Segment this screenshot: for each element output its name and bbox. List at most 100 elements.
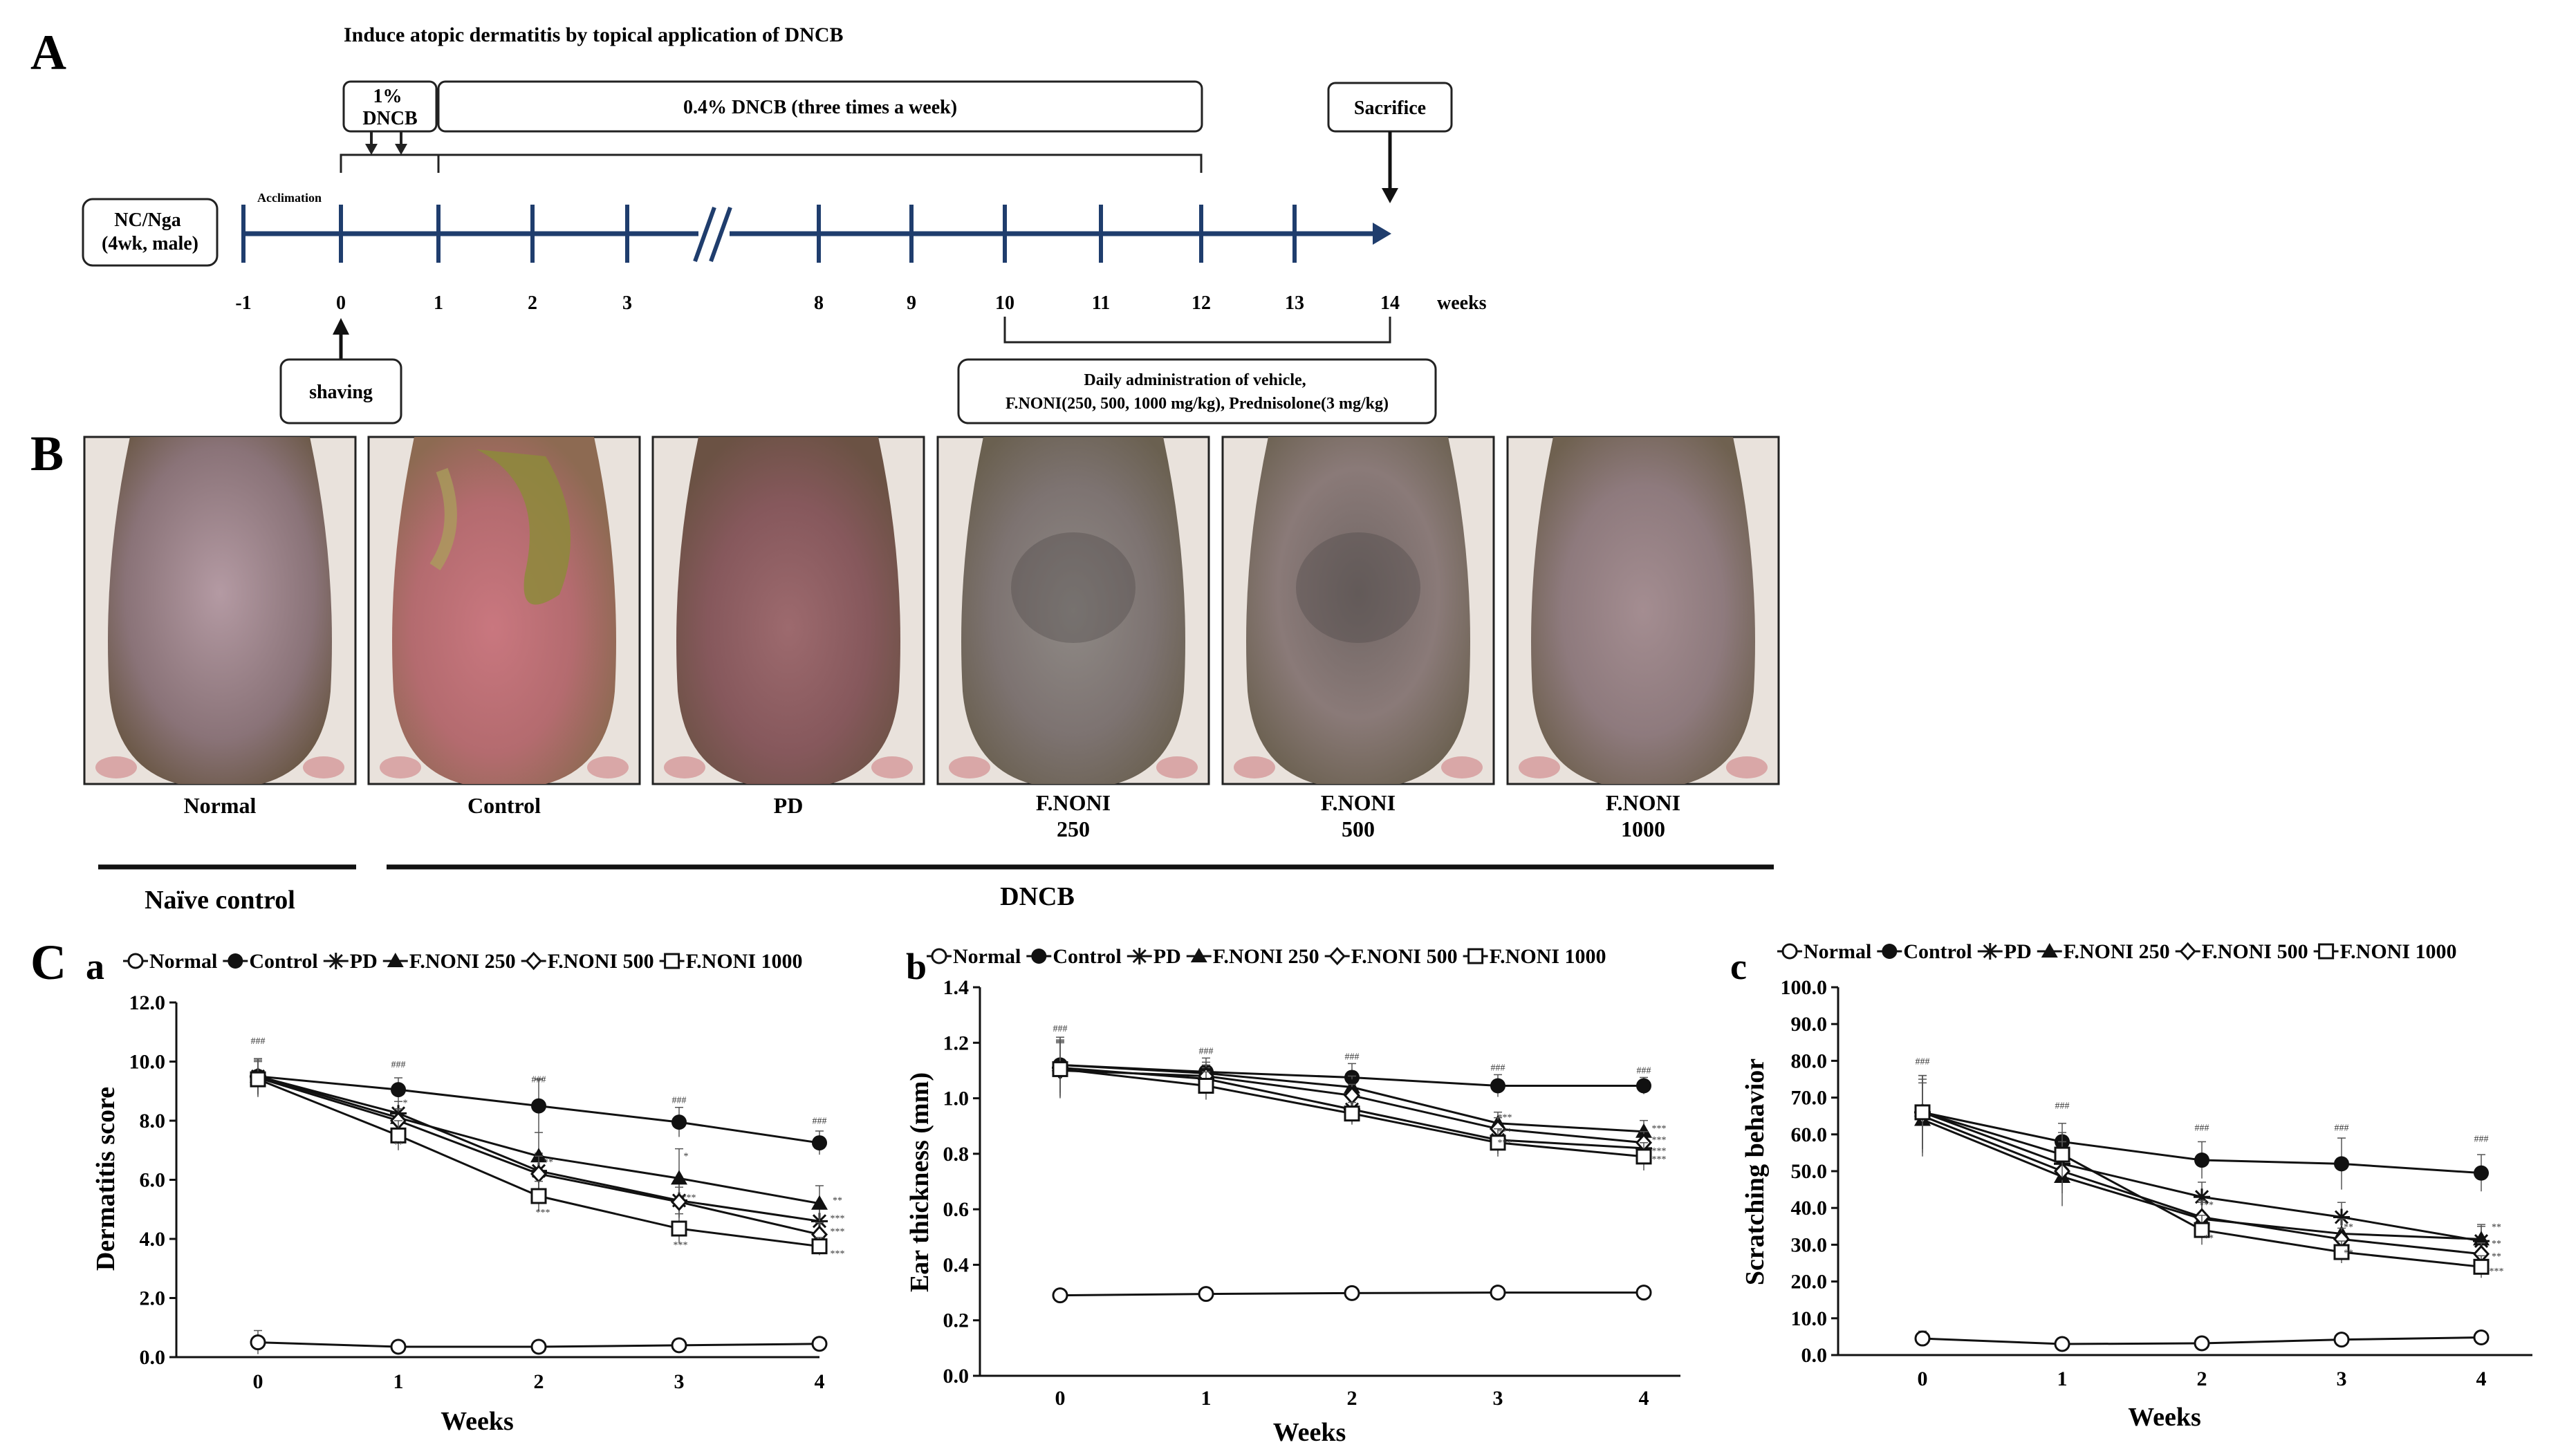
legend-marker-f-noni-1000 (664, 953, 680, 969)
y-tick-label: 1.0 (943, 1088, 970, 1110)
dncb-period-bracket (340, 153, 1203, 173)
point-f-noni-1000-0 (1052, 1061, 1068, 1077)
point-normal-4 (2473, 1329, 2490, 1345)
panel-label-B: B (30, 426, 64, 481)
y-tick-label: 0.4 (943, 1253, 970, 1276)
legend-label-f-noni-1000: F.NONI 1000 (1490, 945, 1606, 968)
x-tick-label: 2 (534, 1370, 544, 1393)
point-f-noni-250-4 (2473, 1231, 2490, 1246)
significance-marker: ### (672, 1095, 687, 1105)
photo-row (83, 436, 1780, 785)
x-tick-label: 3 (2337, 1368, 2347, 1390)
timeline-ticks (241, 205, 1297, 263)
legend-label-normal: Normal (1804, 940, 1871, 963)
timeline-tick-label-3: 3 (622, 292, 632, 314)
panel-label-C: C (30, 935, 66, 990)
significance-marker: *** (2490, 1267, 2504, 1277)
legend-a: Normal Control PD F.NONI 250 F.NONI 500 F.NON… (123, 950, 803, 973)
chart-a: 0.0 2.0 4.0 6.0 8.0 10.0 12.0 0 1 2 3 4 Weeks Dermati… (91, 950, 845, 1436)
photo-label-fnoni-500-line2: 500 (1342, 816, 1375, 841)
box-mouse-line2: (4wk, male) (102, 233, 198, 254)
x-tick-label: 1 (1201, 1387, 1212, 1410)
point-control-3 (2334, 1156, 2349, 1172)
significance-marker: *** (1498, 1127, 1512, 1137)
x-axis-label: Weeks (441, 1407, 514, 1436)
legend-marker-pd (327, 953, 344, 969)
significance-marker: *** (831, 1213, 845, 1224)
point-f-noni-1000-2 (1344, 1105, 1360, 1122)
photo-labels: Normal Control PD F.NONI250F.NONI500F.NONI1… (184, 790, 1681, 841)
box-mouse-line1: NC/Nga (114, 209, 180, 231)
x-tick-label: 3 (1493, 1387, 1503, 1410)
x-tick-label: 0 (253, 1370, 263, 1393)
box-start-line1: 1% (373, 86, 402, 107)
significance-marker: ** (2492, 1252, 2501, 1262)
x-tick-label: 1 (2057, 1368, 2068, 1390)
legend-marker-f-noni-500 (1328, 946, 1346, 966)
significance-marker: ### (2474, 1134, 2489, 1144)
y-tick-label: 8.0 (140, 1110, 166, 1132)
box-admin-line1: Daily administration of vehicle, (1084, 371, 1306, 389)
series-f-noni-1000 (250, 1061, 828, 1256)
x-tick-label: 0 (1055, 1387, 1066, 1410)
photo-pd (651, 436, 925, 785)
legend-marker-normal (127, 953, 144, 969)
photo-label-fnoni-500-line1: F.NONI (1321, 790, 1396, 815)
timeline-tick-label-2: 2 (528, 292, 537, 314)
significance-marker: *** (1652, 1135, 1667, 1146)
significance-marker: ** (2204, 1233, 2214, 1244)
x-tick-label: 4 (2476, 1368, 2487, 1390)
legend-label-f-noni-1000: F.NONI 1000 (2340, 940, 2457, 963)
y-tick-label: 0.0 (1801, 1344, 1828, 1367)
svg-text:Daily administration of vehicl: Daily administration of vehicle, F.NONI(… (1005, 371, 1389, 413)
legend-label-f-noni-250: F.NONI 250 (1213, 945, 1319, 968)
y-tick-label: 4.0 (140, 1228, 166, 1251)
group-label-dncb: DNCB (1000, 882, 1075, 911)
point-normal-0 (250, 1334, 266, 1351)
legend-marker-pd (1131, 948, 1148, 964)
significance-marker: ** (544, 1157, 553, 1168)
point-normal-3 (671, 1337, 687, 1354)
legend-marker-f-noni-250 (1190, 948, 1207, 962)
timeline-tick-label-8: 8 (814, 292, 824, 314)
point-f-noni-1000-0 (250, 1071, 266, 1088)
photo-fnoni-1000 (1506, 436, 1780, 785)
legend-label-f-noni-250: F.NONI 250 (409, 950, 516, 973)
significance-marker: ### (2055, 1101, 2070, 1112)
box-start-line2: DNCB (362, 108, 417, 129)
y-tick-label: 0.6 (943, 1198, 970, 1221)
box-maintain-label: 0.4% DNCB (three times a week) (683, 97, 957, 118)
photo-label-fnoni-1000-line1: F.NONI (1606, 790, 1680, 815)
legend-label-pd: PD (2004, 940, 2032, 963)
significance-marker: ### (2335, 1123, 2349, 1133)
significance-marker: *** (682, 1193, 696, 1203)
series-normal (1052, 1285, 1652, 1304)
box-admin-line2: F.NONI(250, 500, 1000 mg/kg), Prednisolo… (1005, 395, 1389, 413)
y-tick-label: 50.0 (1791, 1160, 1828, 1183)
legend-marker-control (1882, 944, 1898, 959)
legend-marker-f-noni-250 (387, 953, 404, 967)
svg-text:1% DNCB: 1% DNCB (362, 86, 417, 129)
timeline-tick-label-9: 9 (907, 292, 916, 314)
timeline-tick-label-13: 13 (1285, 292, 1304, 314)
point-f-noni-1000-2 (530, 1188, 547, 1204)
y-tick-label: 20.0 (1791, 1271, 1828, 1294)
acclimation-label: Acclimation (257, 191, 322, 205)
point-f-noni-1000-3 (671, 1220, 687, 1237)
point-f-noni-1000-1 (2054, 1146, 2070, 1163)
significance-marker: ** (833, 1196, 842, 1206)
point-control-2 (2194, 1152, 2209, 1168)
point-f-noni-1000-1 (390, 1127, 407, 1144)
panel-label-b: b (906, 946, 927, 987)
y-tick-label: 40.0 (1791, 1197, 1828, 1220)
point-f-noni-1000-4 (1635, 1148, 1652, 1165)
point-control-4 (1636, 1078, 1651, 1094)
point-f-noni-500-3 (670, 1193, 688, 1211)
legend-label-normal: Normal (953, 945, 1021, 968)
significance-marker: ### (251, 1036, 266, 1047)
y-tick-label: 0.8 (943, 1143, 970, 1166)
timeline-tick-label-10: 10 (995, 292, 1014, 314)
timeline-weeks-label: weeks (1437, 292, 1487, 314)
point-f-noni-250-4 (811, 1195, 828, 1210)
legend-label-control: Control (1903, 940, 1972, 963)
